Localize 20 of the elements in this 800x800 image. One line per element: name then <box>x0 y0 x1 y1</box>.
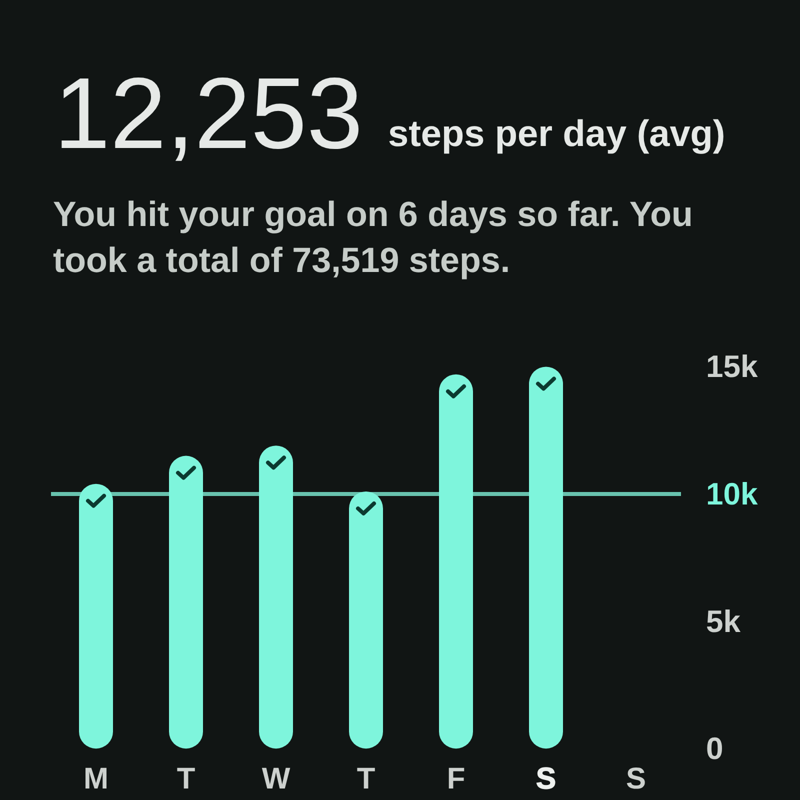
bar <box>439 374 473 749</box>
chart-subtitle: steps per day (avg) <box>388 113 726 154</box>
y-tick-label: 0 <box>706 731 724 766</box>
y-tick-label: 15k <box>706 349 758 384</box>
x-tick-label: T <box>176 762 196 796</box>
bar <box>79 484 113 749</box>
x-tick-label: F <box>446 762 466 796</box>
bar <box>349 491 383 749</box>
x-tick-label: M <box>84 762 108 796</box>
bar <box>259 446 293 749</box>
x-tick-label: S <box>536 762 556 796</box>
y-tick-label: 10k <box>706 476 758 512</box>
x-tick-label: W <box>262 762 291 796</box>
bar <box>529 366 563 749</box>
x-tick-label: T <box>356 762 376 796</box>
chart-title: 12,253 <box>54 58 363 170</box>
text: You hit your goal on 6 days so far. You took a total of 73,519 steps. <box>53 195 693 280</box>
bar <box>169 456 203 749</box>
x-tick-label: S <box>626 762 646 796</box>
y-tick-label: 5k <box>706 604 742 639</box>
